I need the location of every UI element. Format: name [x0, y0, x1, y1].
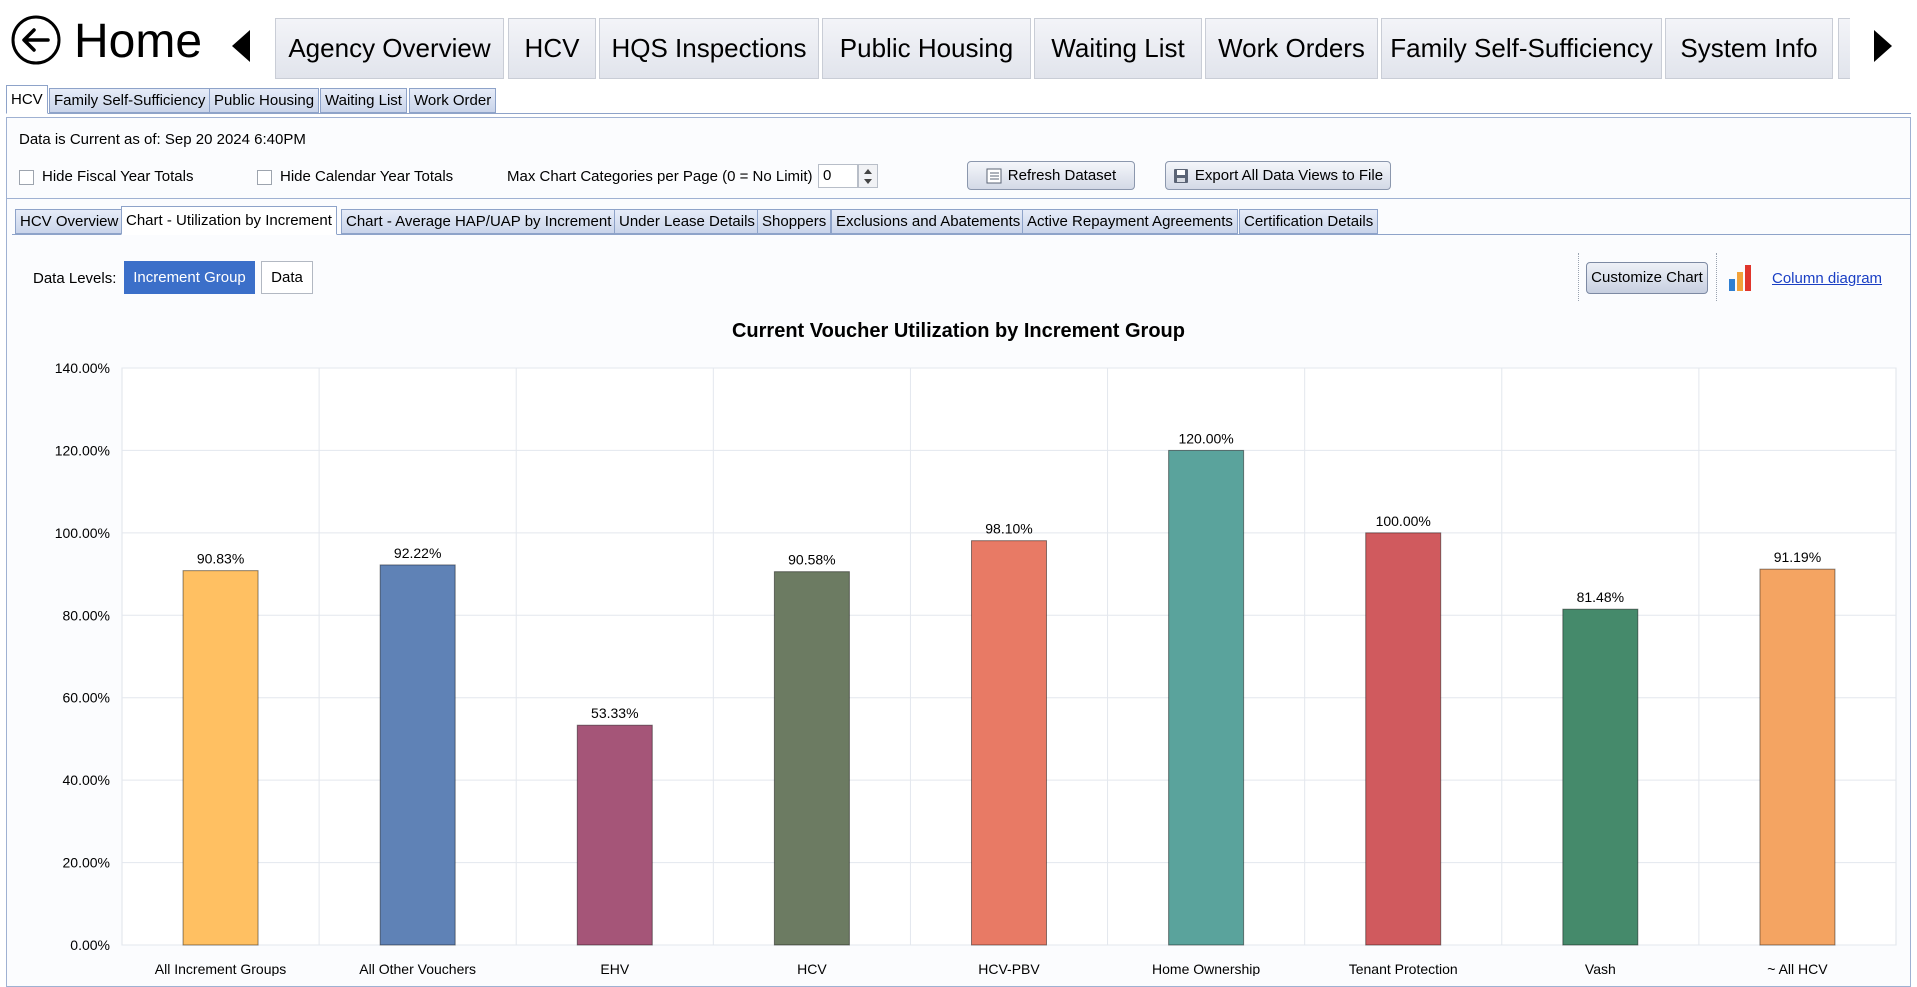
data-level-increment-group[interactable]: Increment Group: [124, 261, 255, 294]
chart-bars: [182, 449, 1836, 946]
tabs-scroll-left-icon[interactable]: [232, 30, 250, 62]
refresh-dataset-button[interactable]: Refresh Dataset: [967, 161, 1135, 190]
subtab-divider: [6, 113, 1911, 114]
export-data-label: Export All Data Views to File: [1194, 167, 1384, 184]
subtab-hcv[interactable]: HCV: [6, 85, 48, 114]
bar-value-label: 91.19%: [1774, 549, 1821, 565]
refresh-dataset-label: Refresh Dataset: [1007, 167, 1117, 184]
subtab-work-order[interactable]: Work Order: [409, 88, 497, 113]
tab-overflow[interactable]: [1838, 18, 1850, 79]
y-tick-label: 60.00%: [63, 690, 110, 706]
page-title: Home: [74, 15, 203, 68]
toolbar-divider: [6, 198, 1911, 199]
utilization-bar-chart: 0.00% 20.00% 40.00% 60.00% 80.00% 100.00% 120.…: [55, 360, 1897, 976]
x-category-label: EHV: [600, 961, 629, 976]
tab-family-self-sufficiency[interactable]: Family Self-Sufficiency: [1381, 18, 1662, 79]
tab-agency-overview[interactable]: Agency Overview: [275, 18, 504, 79]
tab-active-repayment-agreements[interactable]: Active Repayment Agreements: [1022, 209, 1238, 234]
x-category-label: Vash: [1585, 961, 1616, 976]
bar-hcv[interactable]: [773, 571, 850, 946]
tab-under-lease-details[interactable]: Under Lease Details: [614, 209, 760, 234]
bar-value-label: 98.10%: [985, 521, 1032, 537]
export-data-button[interactable]: Export All Data Views to File: [1165, 161, 1391, 190]
y-tick-label: 20.00%: [63, 855, 110, 871]
bar-all-hcv[interactable]: [1759, 568, 1836, 946]
tab-hcv[interactable]: HCV: [508, 18, 596, 79]
max-categories-label: Max Chart Categories per Page (0 = No Li…: [507, 168, 813, 185]
toolbar-separator: [1578, 253, 1579, 301]
stepper-down-icon[interactable]: [864, 179, 872, 184]
toolbar-separator: [1716, 253, 1717, 301]
tab-certification-details[interactable]: Certification Details: [1239, 209, 1379, 234]
subtab-family-self-sufficiency[interactable]: Family Self-Sufficiency: [49, 88, 211, 113]
hide-calendar-row: Hide Calendar Year Totals: [257, 168, 453, 186]
data-level-data[interactable]: Data: [261, 261, 313, 294]
hide-fiscal-label: Hide Fiscal Year Totals: [42, 168, 194, 185]
bar-value-label: 90.83%: [197, 551, 244, 567]
subtab-waiting-list[interactable]: Waiting List: [320, 88, 407, 113]
column-diagram-link[interactable]: Column diagram: [1772, 270, 1883, 287]
max-categories-stepper[interactable]: [858, 164, 878, 188]
tab-public-housing[interactable]: Public Housing: [822, 18, 1031, 79]
y-tick-label: 80.00%: [63, 607, 110, 623]
tab-exclusions-abatements[interactable]: Exclusions and Abatements: [831, 209, 1026, 234]
bar-value-label: 53.33%: [591, 705, 638, 721]
hide-fiscal-row: Hide Fiscal Year Totals: [19, 168, 193, 186]
inner-tab-divider: [12, 234, 1911, 235]
tab-work-orders[interactable]: Work Orders: [1205, 18, 1378, 79]
bar-value-labels: 90.83% 92.22% 53.33% 90.58% 98.10% 120.00% 100…: [197, 430, 1821, 721]
bar-value-label: 92.22%: [394, 545, 441, 561]
stepper-up-icon[interactable]: [864, 169, 872, 174]
y-tick-label: 0.00%: [70, 937, 110, 953]
bar-vash[interactable]: [1562, 608, 1639, 946]
refresh-dataset-icon: [986, 168, 1002, 183]
x-category-label: ~ All HCV: [1767, 961, 1828, 976]
bar-hcv-pbv[interactable]: [971, 540, 1047, 946]
hide-fiscal-checkbox[interactable]: [19, 169, 34, 185]
x-category-label: All Other Vouchers: [359, 961, 476, 976]
hide-calendar-checkbox[interactable]: [257, 169, 272, 185]
tab-hcv-overview[interactable]: HCV Overview: [15, 209, 124, 234]
bar-value-label: 100.00%: [1376, 513, 1431, 529]
y-axis-ticks: 0.00% 20.00% 40.00% 60.00% 80.00% 100.00% 120.…: [55, 360, 110, 953]
bar-value-label: 81.48%: [1577, 589, 1624, 605]
x-category-label: HCV-PBV: [978, 961, 1040, 976]
bar-home-ownership[interactable]: [1168, 449, 1245, 946]
column-diagram-icon[interactable]: [1727, 263, 1757, 293]
save-disk-icon: [1173, 168, 1188, 183]
y-tick-label: 140.00%: [55, 360, 110, 376]
y-tick-label: 100.00%: [55, 525, 110, 541]
x-category-label: Tenant Protection: [1349, 961, 1458, 976]
x-axis-labels: All Increment Groups All Other Vouchers EH…: [155, 961, 1828, 976]
customize-chart-button[interactable]: Customize Chart: [1586, 262, 1708, 294]
x-category-label: Home Ownership: [1152, 961, 1260, 976]
hide-calendar-label: Hide Calendar Year Totals: [280, 168, 454, 185]
bar-all-increment-groups[interactable]: [182, 570, 259, 946]
back-arrow-icon[interactable]: [10, 14, 62, 66]
max-categories-input[interactable]: 0: [818, 164, 858, 188]
chart-title: Current Voucher Utilization by Increment…: [731, 320, 1185, 342]
data-levels-label: Data Levels:: [33, 270, 117, 287]
x-category-label: All Increment Groups: [155, 961, 287, 976]
bar-value-label: 120.00%: [1178, 430, 1233, 446]
bar-all-other-vouchers[interactable]: [379, 564, 456, 946]
tab-shoppers[interactable]: Shoppers: [757, 209, 832, 234]
y-tick-label: 120.00%: [55, 442, 110, 458]
bar-tenant-protection[interactable]: [1365, 532, 1442, 946]
tab-chart-utilization[interactable]: Chart - Utilization by Increment: [121, 206, 337, 235]
tab-system-info[interactable]: System Info: [1665, 18, 1833, 79]
data-current-label: Data is Current as of: Sep 20 2024 6:40P…: [19, 131, 306, 148]
tab-waiting-list[interactable]: Waiting List: [1034, 18, 1202, 79]
bar-ehv[interactable]: [576, 724, 653, 946]
x-category-label: HCV: [797, 961, 827, 976]
tabs-scroll-right-icon[interactable]: [1874, 30, 1892, 62]
bar-value-label: 90.58%: [788, 552, 835, 568]
y-tick-label: 40.00%: [63, 772, 110, 788]
subtab-public-housing[interactable]: Public Housing: [209, 88, 320, 113]
tab-hqs-inspections[interactable]: HQS Inspections: [599, 18, 819, 79]
tab-chart-average-hap-uap[interactable]: Chart - Average HAP/UAP by Increment: [341, 209, 617, 234]
